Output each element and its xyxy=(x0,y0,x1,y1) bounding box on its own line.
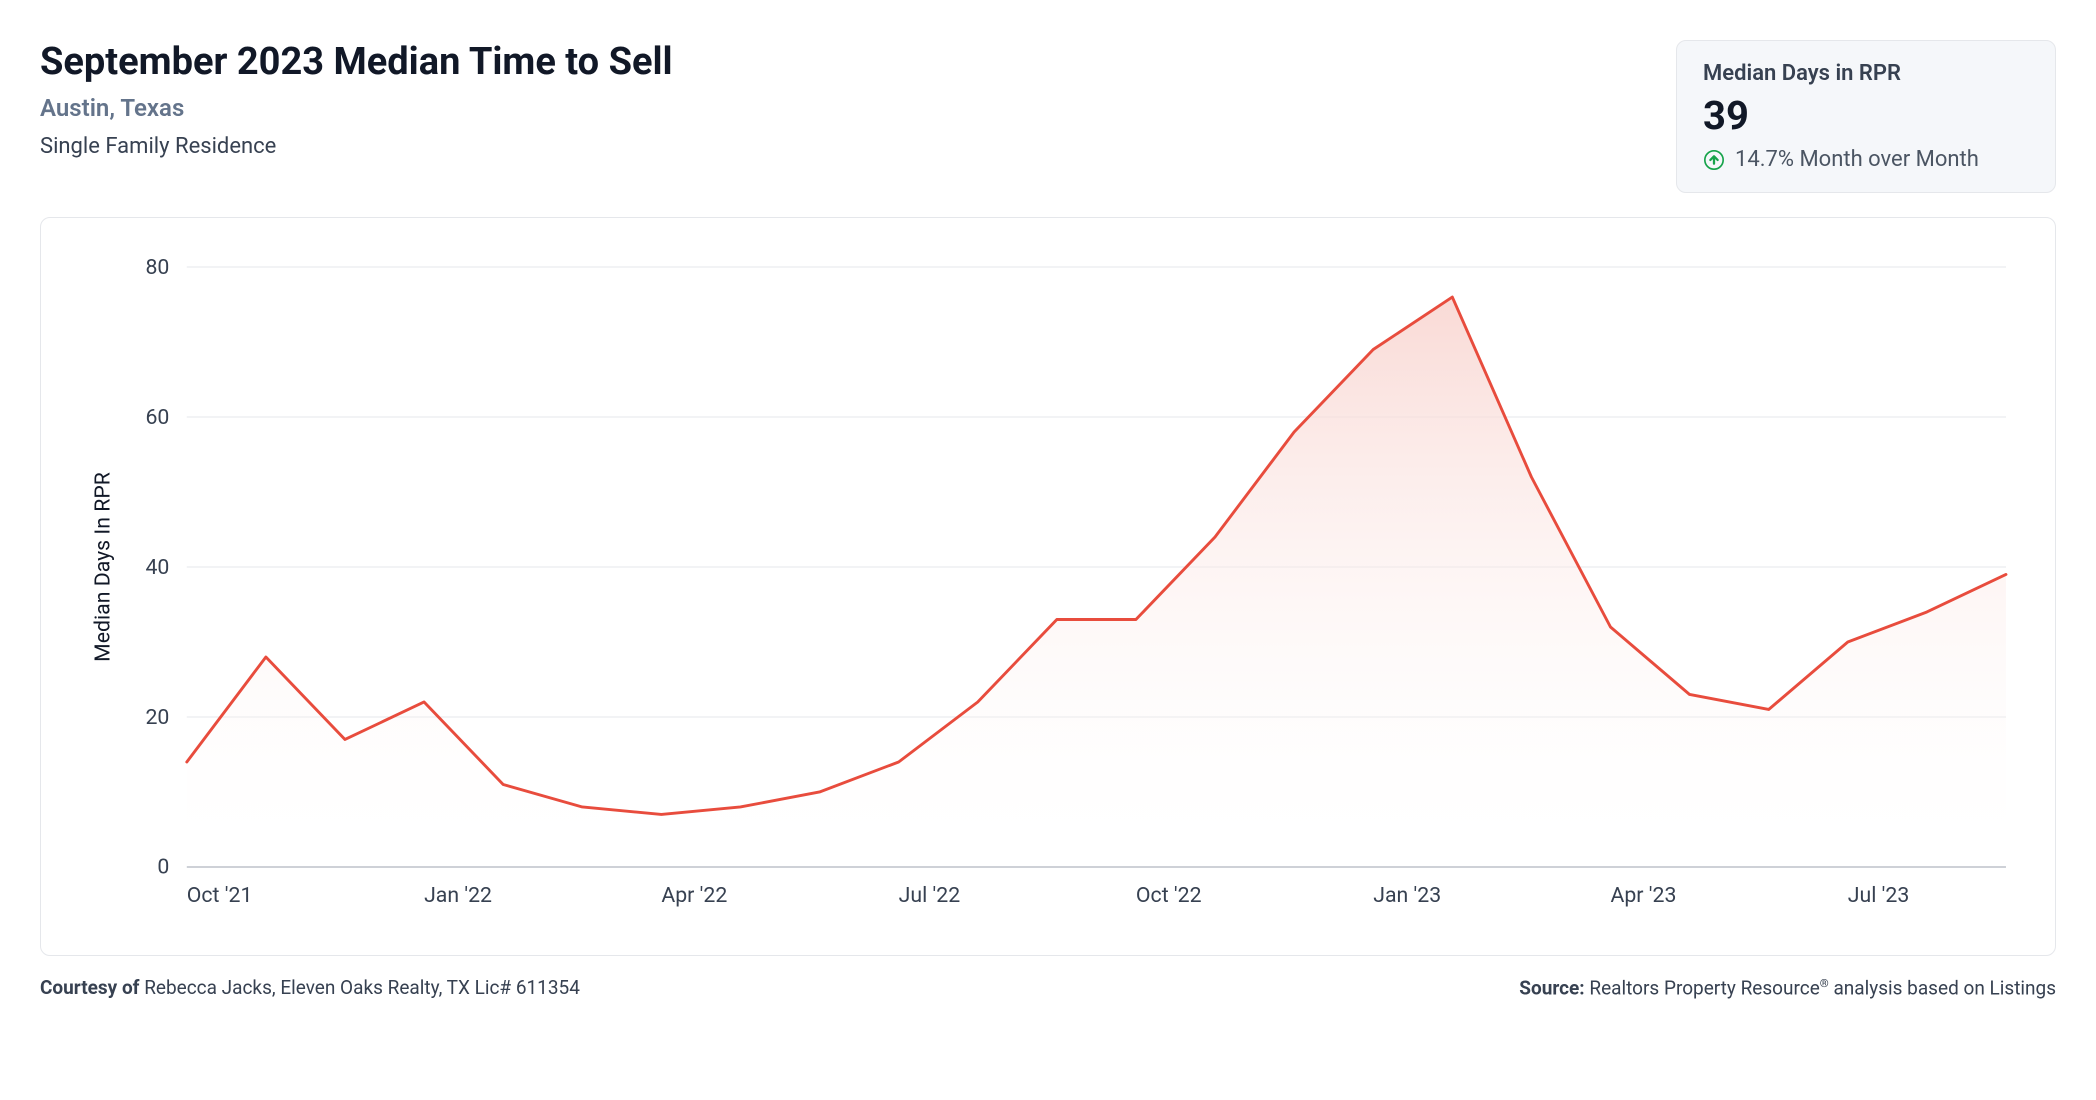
svg-text:Jan '22: Jan '22 xyxy=(424,883,492,908)
svg-text:Median Days In RPR: Median Days In RPR xyxy=(90,472,115,662)
location-label: Austin, Texas xyxy=(40,94,673,122)
stat-box: Median Days in RPR 39 14.7% Month over M… xyxy=(1676,40,2056,193)
svg-text:Jul '22: Jul '22 xyxy=(899,883,961,908)
courtesy-prefix: Courtesy of xyxy=(40,976,144,999)
area-chart: 0 20 40 60 80 Median Days In RPR Oct '21 Jan '2… xyxy=(61,238,2035,935)
courtesy-line: Courtesy of Rebecca Jacks, Eleven Oaks R… xyxy=(40,976,580,999)
source-prefix: Source: xyxy=(1519,976,1589,999)
stat-change: 14.7% Month over Month xyxy=(1703,147,2025,172)
source-text-after: analysis based on Listings xyxy=(1829,976,2056,999)
source-line: Source: Realtors Property Resource® anal… xyxy=(1519,976,2056,999)
chart-container: 0 20 40 60 80 Median Days In RPR Oct '21 Jan '2… xyxy=(40,217,2056,956)
arrow-up-icon xyxy=(1703,149,1725,171)
header-row: September 2023 Median Time to Sell Austi… xyxy=(40,40,2056,193)
registered-mark: ® xyxy=(1820,976,1829,990)
svg-text:Jan '23: Jan '23 xyxy=(1373,883,1441,908)
courtesy-text: Rebecca Jacks, Eleven Oaks Realty, TX Li… xyxy=(144,976,580,999)
svg-text:60: 60 xyxy=(145,405,169,430)
svg-text:80: 80 xyxy=(145,255,169,280)
page-title: September 2023 Median Time to Sell xyxy=(40,40,673,84)
svg-text:Jul '23: Jul '23 xyxy=(1848,883,1910,908)
title-block: September 2023 Median Time to Sell Austi… xyxy=(40,40,673,159)
svg-text:20: 20 xyxy=(145,705,169,730)
footer-row: Courtesy of Rebecca Jacks, Eleven Oaks R… xyxy=(40,976,2056,999)
svg-text:Apr '22: Apr '22 xyxy=(661,883,727,908)
svg-text:40: 40 xyxy=(145,555,169,580)
stat-value: 39 xyxy=(1703,92,2025,139)
svg-text:Oct '22: Oct '22 xyxy=(1136,883,1202,908)
svg-text:0: 0 xyxy=(157,855,169,880)
svg-text:Oct '21: Oct '21 xyxy=(187,883,253,908)
property-type-label: Single Family Residence xyxy=(40,134,673,159)
svg-text:Apr '23: Apr '23 xyxy=(1610,883,1676,908)
source-text-before: Realtors Property Resource xyxy=(1589,976,1819,999)
stat-change-text: 14.7% Month over Month xyxy=(1735,147,1979,172)
stat-label: Median Days in RPR xyxy=(1703,61,2025,86)
